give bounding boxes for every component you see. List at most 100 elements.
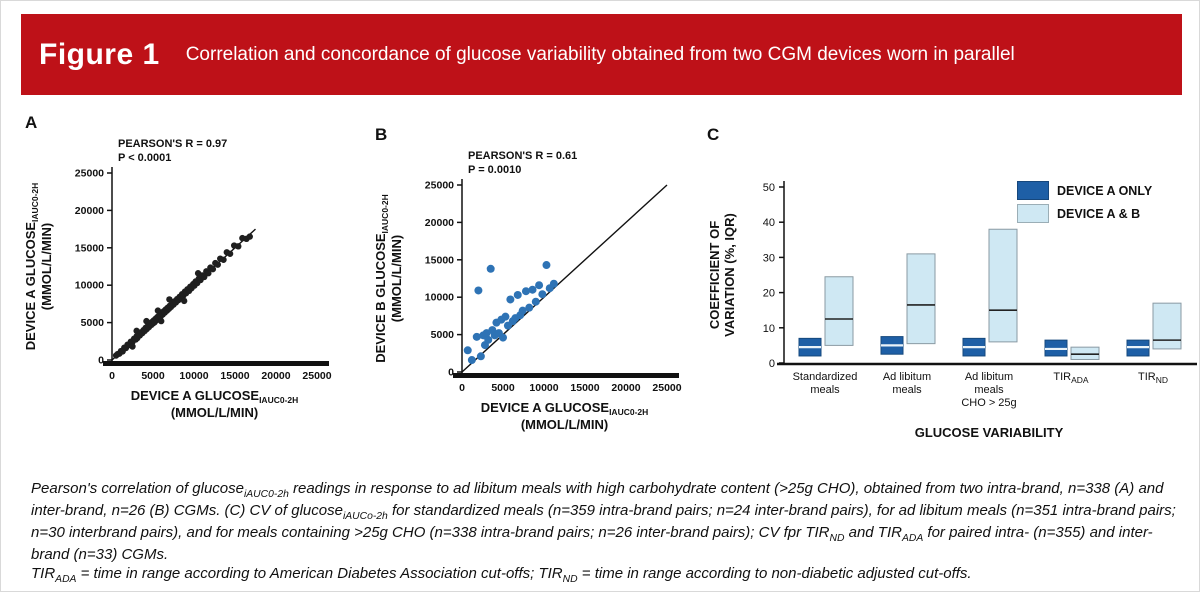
caption-text: for standardized meals (n=359 intra-bran… <box>31 502 1176 542</box>
x-tick-label: 0 <box>459 382 465 394</box>
scatter-point <box>538 290 547 299</box>
panel-c-letter: C <box>707 125 720 144</box>
identity-line <box>461 184 668 373</box>
scatter-point <box>484 335 493 344</box>
scatter-point <box>531 297 540 306</box>
panel-b-letter: B <box>375 125 388 144</box>
scatter-point <box>209 265 217 273</box>
x-tick-label: 20000 <box>611 382 640 394</box>
panel-c: C 0 10 20 30 40 50 Standardized meals Ad libitum… <box>699 123 1199 478</box>
panel-a-letter: A <box>25 113 38 132</box>
y-axis-label: VARIATION (%, IQR) <box>722 213 737 337</box>
caption-text: Pearson's correlation of glucose <box>31 480 244 497</box>
caption-subscript: iAUCo-2h <box>342 511 388 523</box>
scatter-point <box>549 279 558 288</box>
x-tick-label: 5000 <box>491 382 515 394</box>
x-axis-unit: (MMOL/L/MIN) <box>521 417 608 432</box>
scatter-point <box>246 233 253 240</box>
caption-subscript: ND <box>562 574 578 586</box>
caption-text: = time in range according to American Di… <box>76 565 563 583</box>
caption-text: = time in range according to non-diabeti… <box>577 565 972 583</box>
category-label: meals <box>974 384 1004 396</box>
scatter-point <box>226 250 234 257</box>
legend-label-device-a-only: DEVICE A ONLY <box>1057 183 1153 198</box>
y-tick-label: 0 <box>769 358 775 370</box>
figure-label: Figure 1 <box>39 37 160 71</box>
box-device-a-and-b <box>1070 346 1100 360</box>
category-label: Ad libitum <box>883 371 931 383</box>
scatter-point <box>528 285 537 294</box>
panel-b-scatter-chart: PEARSON'S R = 0.61 P = 0.0010 0 5000 10000 15… <box>373 150 682 432</box>
scatter-point <box>501 312 510 321</box>
legend-swatch-device-a-only <box>1017 181 1049 200</box>
x-tick-label: 25000 <box>302 370 331 382</box>
x-tick-label: 15000 <box>220 370 249 382</box>
y-tick-label: 20 <box>763 288 775 300</box>
caption-subscript: ND <box>829 533 845 545</box>
y-tick-label: 5000 <box>431 329 455 341</box>
x-axis-label: GLUCOSE VARIABILITY <box>915 425 1064 440</box>
stats-annotation: PEARSON'S R = 0.97 <box>118 138 227 150</box>
y-tick-label: 10000 <box>425 292 454 304</box>
y-tick-label: 10 <box>763 323 775 335</box>
caption-subscript: ADA <box>55 574 77 586</box>
y-tick-label: 30 <box>763 252 775 264</box>
stats-annotation: P < 0.0001 <box>118 152 171 164</box>
y-tick-label: 50 <box>763 182 775 194</box>
scatter-point <box>518 306 527 315</box>
panel-a-scatter-chart: PEARSON'S R = 0.97 P < 0.0001 0 5000 10000 15… <box>23 138 332 420</box>
category-label: CHO > 25g <box>961 397 1016 409</box>
box-device-a-and-b <box>1152 302 1182 350</box>
scatter-point <box>525 303 534 312</box>
scatter-point <box>476 352 485 361</box>
scatter-point <box>542 261 551 270</box>
scatter-point <box>180 297 188 305</box>
category-label: TIRND <box>1138 371 1168 385</box>
y-tick-label: 0 <box>448 367 454 379</box>
caption-subscript: ADA <box>901 533 924 545</box>
scatter-point <box>158 317 165 325</box>
legend-label-device-a-and-b: DEVICE A & B <box>1057 206 1141 221</box>
caption-text: and TIR <box>844 524 902 542</box>
y-axis-label: COEFFICIENT OF <box>707 221 722 329</box>
x-tick-label: 0 <box>109 370 115 382</box>
scatter-point <box>467 356 476 365</box>
y-axis-label: DEVICE B GLUCOSEIAUC0-2H <box>373 194 390 363</box>
scatter-point <box>235 243 242 250</box>
caption-paragraph-2: TIRADA = time in range according to Amer… <box>31 564 1181 586</box>
y-tick-label: 10000 <box>75 280 104 292</box>
x-tick-label: 15000 <box>570 382 599 394</box>
category-label: Standardized <box>793 371 858 383</box>
figure-title: Correlation and concordance of glucose v… <box>185 43 1015 65</box>
scatter-point <box>201 273 208 281</box>
scatter-point <box>521 287 530 296</box>
y-tick-label: 15000 <box>75 242 104 254</box>
caption-text: for paired intra- (n=355) and inter-bran… <box>31 524 1153 564</box>
scatter-point <box>205 270 212 277</box>
y-tick-label: 5000 <box>81 317 105 329</box>
x-tick-label: 20000 <box>261 370 290 382</box>
x-tick-label: 10000 <box>529 382 558 394</box>
box-device-a-and-b <box>906 253 936 345</box>
y-tick-label: 40 <box>763 217 775 229</box>
scatter-point <box>535 281 544 290</box>
scatter-point <box>129 343 136 350</box>
y-axis-unit: (MMOL/L/MIN) <box>389 235 404 322</box>
panel-a: A PEARSON'S R = 0.97 P < 0.0001 0 5000 10000… <box>17 111 347 466</box>
box-device-a-and-b <box>988 228 1018 343</box>
scatter-point <box>472 332 481 341</box>
panel-b: B PEARSON'S R = 0.61 P = 0.0010 0 5000 10000… <box>367 123 697 478</box>
scatter-point <box>214 261 221 268</box>
caption: Pearson's correlation of glucoseiAUC0-2h… <box>31 479 1181 587</box>
scatter-point <box>474 286 483 295</box>
figure-header: Figure 1 Correlation and concordance of … <box>21 14 1182 95</box>
caption-text: readings in response to ad libitum meals… <box>31 480 1164 520</box>
stats-annotation: PEARSON'S R = 0.61 <box>468 150 577 162</box>
x-axis-label: DEVICE A GLUCOSEIAUC0-2H <box>131 388 299 405</box>
y-axis-unit: (MMOL/L/MIN) <box>39 223 54 310</box>
stats-annotation: P = 0.0010 <box>468 164 521 176</box>
x-axis-unit: (MMOL/L/MIN) <box>171 405 258 420</box>
legend: DEVICE A ONLY DEVICE A & B <box>1017 181 1152 223</box>
y-axis-label: DEVICE A GLUCOSEIAUC0-2H <box>23 183 40 351</box>
